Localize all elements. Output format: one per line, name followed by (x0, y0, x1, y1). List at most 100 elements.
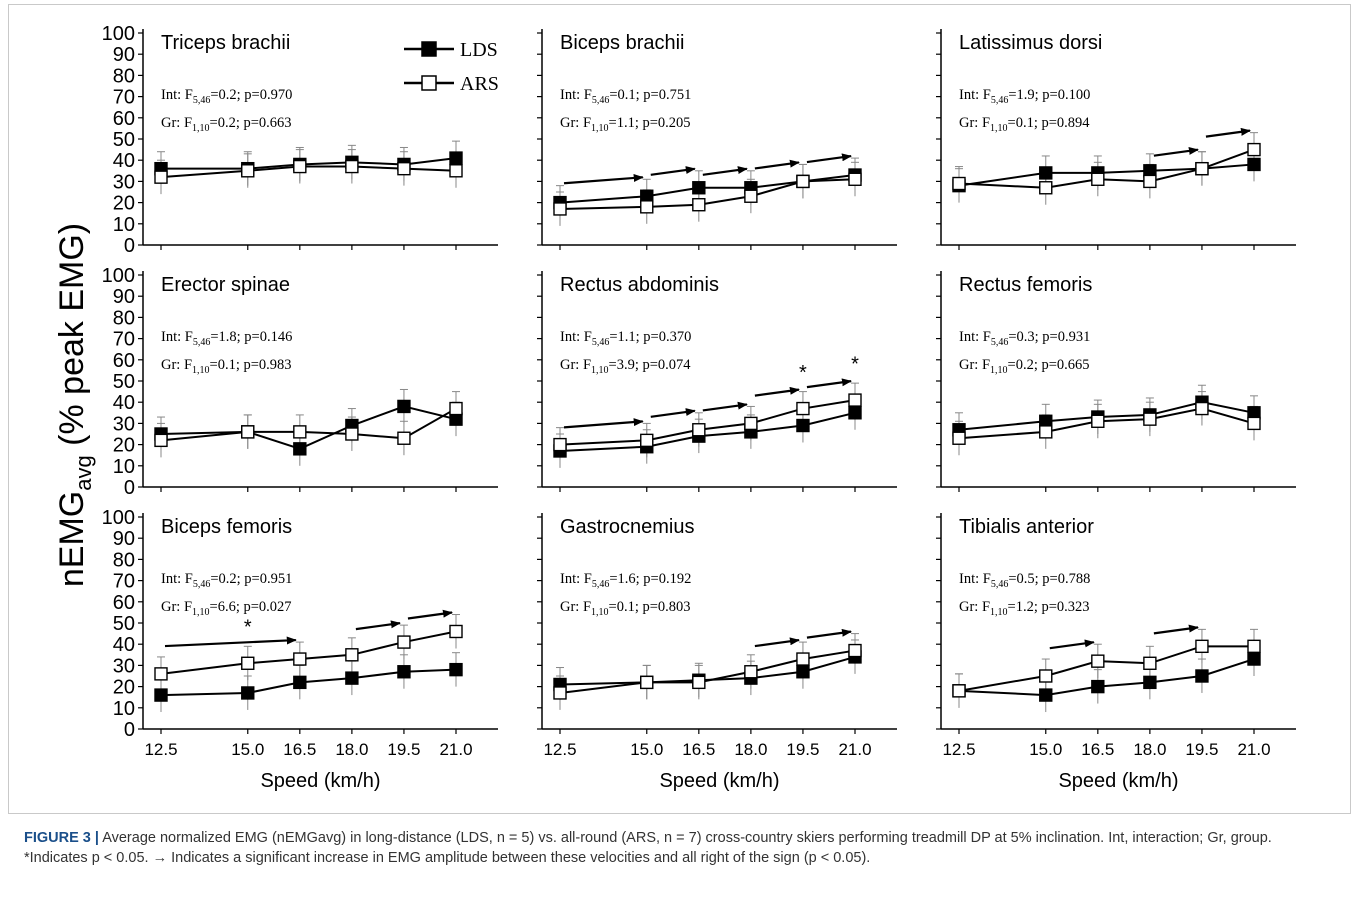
series-line-ars (958, 407, 1255, 440)
significance-star: * (799, 362, 807, 384)
interaction-stat: Int: F5,46=0.2; p=0.951 (161, 571, 292, 590)
ars-point (692, 675, 706, 690)
group-stat: Gr: F1,10=3.9; p=0.074 (560, 357, 691, 376)
x-tick-label: 19.5 (387, 740, 420, 759)
y-tick-label: 50 (113, 129, 135, 151)
interaction-stat: Int: F5,46=0.3; p=0.931 (959, 329, 1090, 348)
significance-arrow (407, 609, 453, 620)
x-tick-label: 18.0 (734, 740, 767, 759)
lds-point (241, 686, 255, 700)
series-line-lds (958, 658, 1255, 697)
x-tick-label: 21.0 (838, 740, 871, 759)
ars-point (796, 401, 810, 416)
significance-arrow (806, 378, 852, 389)
group-stat: Gr: F1,10=0.2; p=0.663 (161, 115, 292, 134)
ars-point (952, 684, 966, 698)
panel-title: Erector spinae (161, 274, 290, 296)
interaction-stat: Int: F5,46=1.6; p=0.192 (560, 571, 691, 590)
ars-point (553, 437, 567, 452)
significance-arrow (563, 418, 644, 429)
significance-arrow (754, 637, 800, 648)
lds-point (1247, 157, 1261, 172)
group-stat: Gr: F1,10=1.2; p=0.323 (959, 599, 1090, 618)
y-tick-label: 40 (113, 392, 135, 414)
ars-point (1091, 172, 1105, 186)
ars-point (744, 189, 758, 203)
figure-frame: 0 10 20 30 40 50 60 70 80 90 100 Triceps brachii Int… (8, 4, 1351, 814)
significance-star: * (244, 617, 252, 639)
x-tick-label: 15.0 (1029, 740, 1062, 759)
group-stat: Gr: F1,10=0.2; p=0.665 (959, 357, 1090, 376)
x-axis-label: Speed (km/h) (1058, 770, 1178, 792)
series-line-lds (559, 655, 856, 686)
ars-point (1143, 656, 1157, 670)
y-tick-label: 0 (124, 477, 135, 499)
ars-point (744, 416, 758, 431)
lds-point (293, 442, 307, 456)
series-line-lds (559, 411, 856, 452)
ars-point (848, 393, 862, 407)
x-tick-label: 12.5 (144, 740, 177, 759)
ars-point (1195, 639, 1209, 654)
x-tick-label: 18.0 (335, 740, 368, 759)
lds-point (345, 671, 359, 685)
y-tick-label: 30 (113, 413, 135, 435)
ars-point (692, 423, 706, 437)
series-line-ars (160, 165, 457, 179)
ars-point (796, 174, 810, 189)
ars-point (345, 427, 359, 441)
series-line-ars (160, 630, 457, 675)
x-axis-label: Speed (km/h) (260, 770, 380, 792)
legend-marker-lds (421, 41, 437, 57)
y-tick-label: 50 (113, 613, 135, 635)
significance-arrow (563, 173, 644, 185)
lds-point (1247, 652, 1261, 666)
y-tick-label: 40 (113, 150, 135, 172)
series-line-ars (160, 407, 457, 442)
ars-point (293, 425, 307, 439)
significance-star: * (851, 353, 859, 375)
lds-point (154, 688, 168, 702)
x-tick-label: 12.5 (543, 740, 576, 759)
ars-point (1039, 181, 1053, 195)
y-tick-label: 50 (113, 371, 135, 393)
interaction-stat: Int: F5,46=1.8; p=0.146 (161, 329, 292, 348)
y-tick-label: 70 (113, 87, 135, 109)
ars-point (952, 431, 966, 445)
legend-label-lds: LDS (460, 39, 498, 61)
lds-point (449, 662, 463, 677)
y-tick-label: 70 (113, 571, 135, 593)
ars-point (640, 200, 654, 214)
interaction-stat: Int: F5,46=0.1; p=0.751 (560, 87, 691, 106)
y-tick-label: 100 (102, 265, 135, 287)
lds-point (1039, 166, 1053, 180)
panel-title: Gastrocnemius (560, 516, 695, 538)
y-tick-label: 90 (113, 286, 135, 308)
lds-point (796, 665, 810, 679)
group-stat: Gr: F1,10=0.1; p=0.983 (161, 357, 292, 376)
legend-label-ars: ARS (460, 73, 499, 95)
y-tick-label: 100 (102, 23, 135, 45)
group-stat: Gr: F1,10=1.1; p=0.205 (560, 115, 691, 134)
y-tick-label: 10 (113, 214, 135, 236)
series-line-lds (160, 668, 457, 697)
ars-point (154, 667, 168, 681)
panel-title: Triceps brachii (161, 32, 290, 54)
panel-title: Latissimus dorsi (959, 32, 1102, 54)
x-tick-label: 21.0 (439, 740, 472, 759)
significance-arrow (806, 628, 852, 639)
significance-arrow (355, 620, 401, 631)
lds-point (1195, 669, 1209, 683)
lds-point (1091, 679, 1105, 694)
lds-point (397, 665, 411, 679)
lds-point (848, 406, 862, 420)
significance-arrow (164, 636, 297, 648)
x-tick-label: 19.5 (786, 740, 819, 759)
significance-arrow (1153, 624, 1199, 635)
group-stat: Gr: F1,10=0.1; p=0.894 (959, 115, 1090, 134)
significance-arrow (754, 159, 800, 170)
series-line-lds (160, 405, 457, 450)
interaction-stat: Int: F5,46=1.9; p=0.100 (959, 87, 1090, 106)
x-axis-label: Speed (km/h) (659, 770, 779, 792)
